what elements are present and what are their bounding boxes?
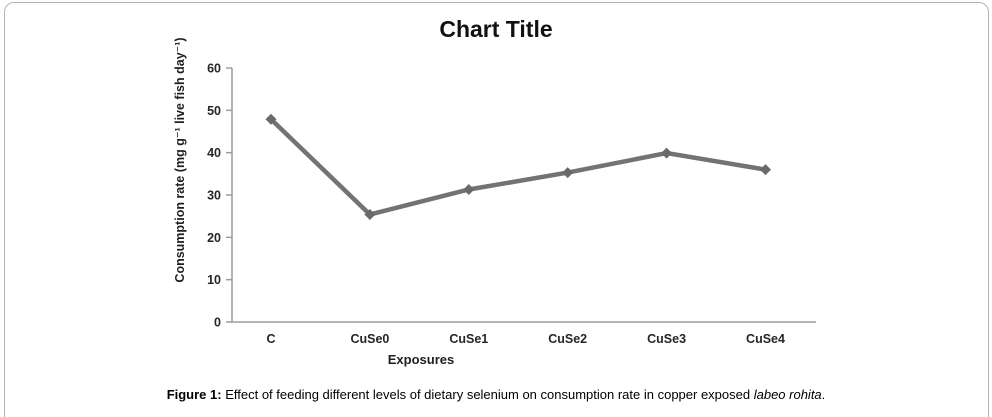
caption-species-name: labeo rohita	[753, 387, 822, 402]
data-point-marker	[562, 167, 574, 179]
axis-lines	[231, 68, 816, 323]
caption-period: .	[821, 387, 826, 402]
y-tick-label: 30	[207, 189, 221, 203]
y-tick-label: 0	[214, 316, 221, 330]
y-tick-label: 10	[207, 273, 221, 287]
chart-title: Chart Title	[439, 16, 553, 42]
y-tick-label: 40	[207, 146, 221, 160]
data-point-marker	[364, 208, 376, 220]
x-category-label: C	[266, 332, 275, 346]
caption-text: Effect of feeding different levels of di…	[221, 387, 754, 402]
x-category-label: CuSe2	[548, 332, 587, 346]
x-category-label: CuSe4	[746, 332, 785, 346]
caption-figure-number: Figure 1:	[166, 387, 222, 402]
y-tick-label: 50	[207, 104, 221, 118]
x-category-label: CuSe0	[350, 332, 389, 346]
y-tick-label: 20	[207, 231, 221, 245]
data-point-marker	[661, 147, 673, 159]
data-point-marker	[463, 183, 475, 195]
x-category-label: CuSe3	[647, 332, 686, 346]
data-point-marker	[760, 164, 771, 176]
series-line	[269, 117, 766, 217]
x-category-label: CuSe1	[449, 332, 488, 346]
y-tick-label: 60	[207, 62, 221, 76]
data-point-marker	[265, 113, 277, 125]
x-axis-label: Exposures	[387, 352, 455, 367]
figure-card-border	[4, 2, 989, 417]
figure-caption: Figure 1: Effect of feeding different le…	[0, 387, 992, 402]
